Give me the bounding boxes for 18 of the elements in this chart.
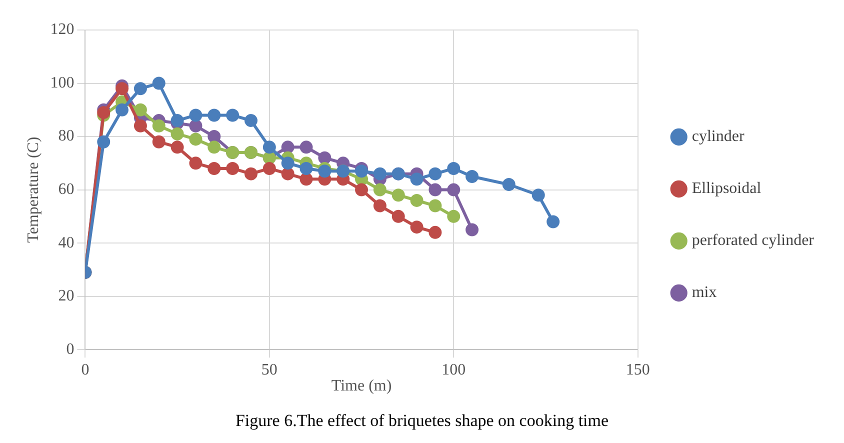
legend-label: mix <box>692 284 717 302</box>
y-tick-label: 0 <box>66 340 74 358</box>
x-axis-title: Time (m) <box>331 378 392 395</box>
caption: Figure 6.The effect of briquetes shape on cooking time <box>234 411 610 431</box>
y-tick-label: 60 <box>58 181 74 198</box>
y-tick-label: 80 <box>58 128 74 145</box>
x-tick-label: 100 <box>442 361 466 378</box>
y-tick-label: 120 <box>50 21 74 38</box>
y-tick-label: 20 <box>58 288 74 305</box>
legend-label: perforated cylinder <box>692 232 815 250</box>
legend-label: cylinder <box>692 128 745 146</box>
y-axis-title: Temperature (C) <box>24 136 42 243</box>
x-tick-label: 150 <box>626 361 650 378</box>
x-tick-label: 0 <box>81 361 90 378</box>
y-tick-label: 40 <box>58 234 74 252</box>
legend-label: Ellipsoidal <box>692 180 762 198</box>
y-tick-label: 100 <box>50 74 74 92</box>
x-tick-label: 50 <box>261 361 278 378</box>
